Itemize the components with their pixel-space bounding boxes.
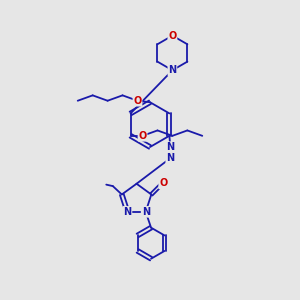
Text: N: N bbox=[123, 207, 131, 217]
Text: O: O bbox=[159, 178, 167, 188]
Text: O: O bbox=[168, 31, 176, 40]
Text: N: N bbox=[168, 65, 176, 75]
Text: N: N bbox=[166, 153, 174, 163]
Text: N: N bbox=[142, 207, 150, 217]
Text: O: O bbox=[138, 131, 147, 141]
Text: O: O bbox=[133, 96, 142, 106]
Text: N: N bbox=[166, 142, 174, 152]
